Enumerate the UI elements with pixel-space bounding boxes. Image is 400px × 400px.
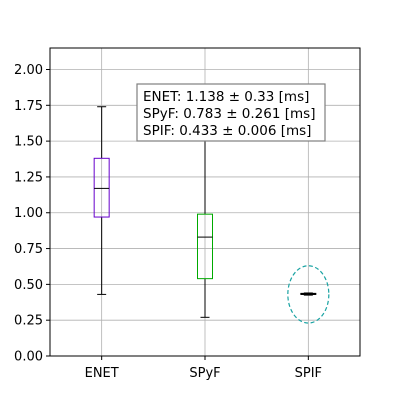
- y-tick-label: 1.50: [14, 135, 43, 150]
- ticks-layer: 0.00 0.25 0.50 0.75 1.00 1.25 1.50 1.75 2.00 ENET…: [14, 63, 322, 381]
- annotation-line-spif: SPIF: 0.433 ± 0.006 [ms]: [143, 123, 311, 139]
- y-tick-label: 0.75: [14, 242, 43, 257]
- x-tick-label-spyf: SPyF: [189, 366, 220, 381]
- x-tick-label-spif: SPIF: [295, 366, 322, 381]
- highlight-layer: [287, 265, 330, 324]
- stats-annotation-box: ENET: 1.138 ± 0.33 [ms] SPyF: 0.783 ± 0.…: [136, 83, 326, 142]
- x-tick-label-enet: ENET: [85, 366, 119, 381]
- y-tick-label: 0.25: [14, 314, 43, 329]
- y-tick-label: 1.25: [14, 170, 43, 185]
- box-spyf: [197, 137, 213, 318]
- y-tick-label: 0.00: [14, 350, 43, 365]
- annotation-background: [136, 83, 326, 142]
- box-spif: [300, 292, 317, 296]
- boxes-layer: [93, 106, 317, 318]
- annotation-line-enet: ENET: 1.138 ± 0.33 [ms]: [143, 89, 309, 105]
- box-enet: [93, 106, 110, 295]
- y-tick-label: 1.00: [14, 206, 43, 221]
- iqr-box: [93, 157, 110, 218]
- y-tick-label: 2.00: [14, 63, 43, 78]
- y-tick-label: 0.50: [14, 278, 43, 293]
- iqr-box: [197, 213, 213, 280]
- spif-highlight-ellipse: [287, 265, 330, 324]
- annotation-line-spyf: SPyF: 0.783 ± 0.261 [ms]: [143, 106, 315, 122]
- y-tick-label: 1.75: [14, 99, 43, 114]
